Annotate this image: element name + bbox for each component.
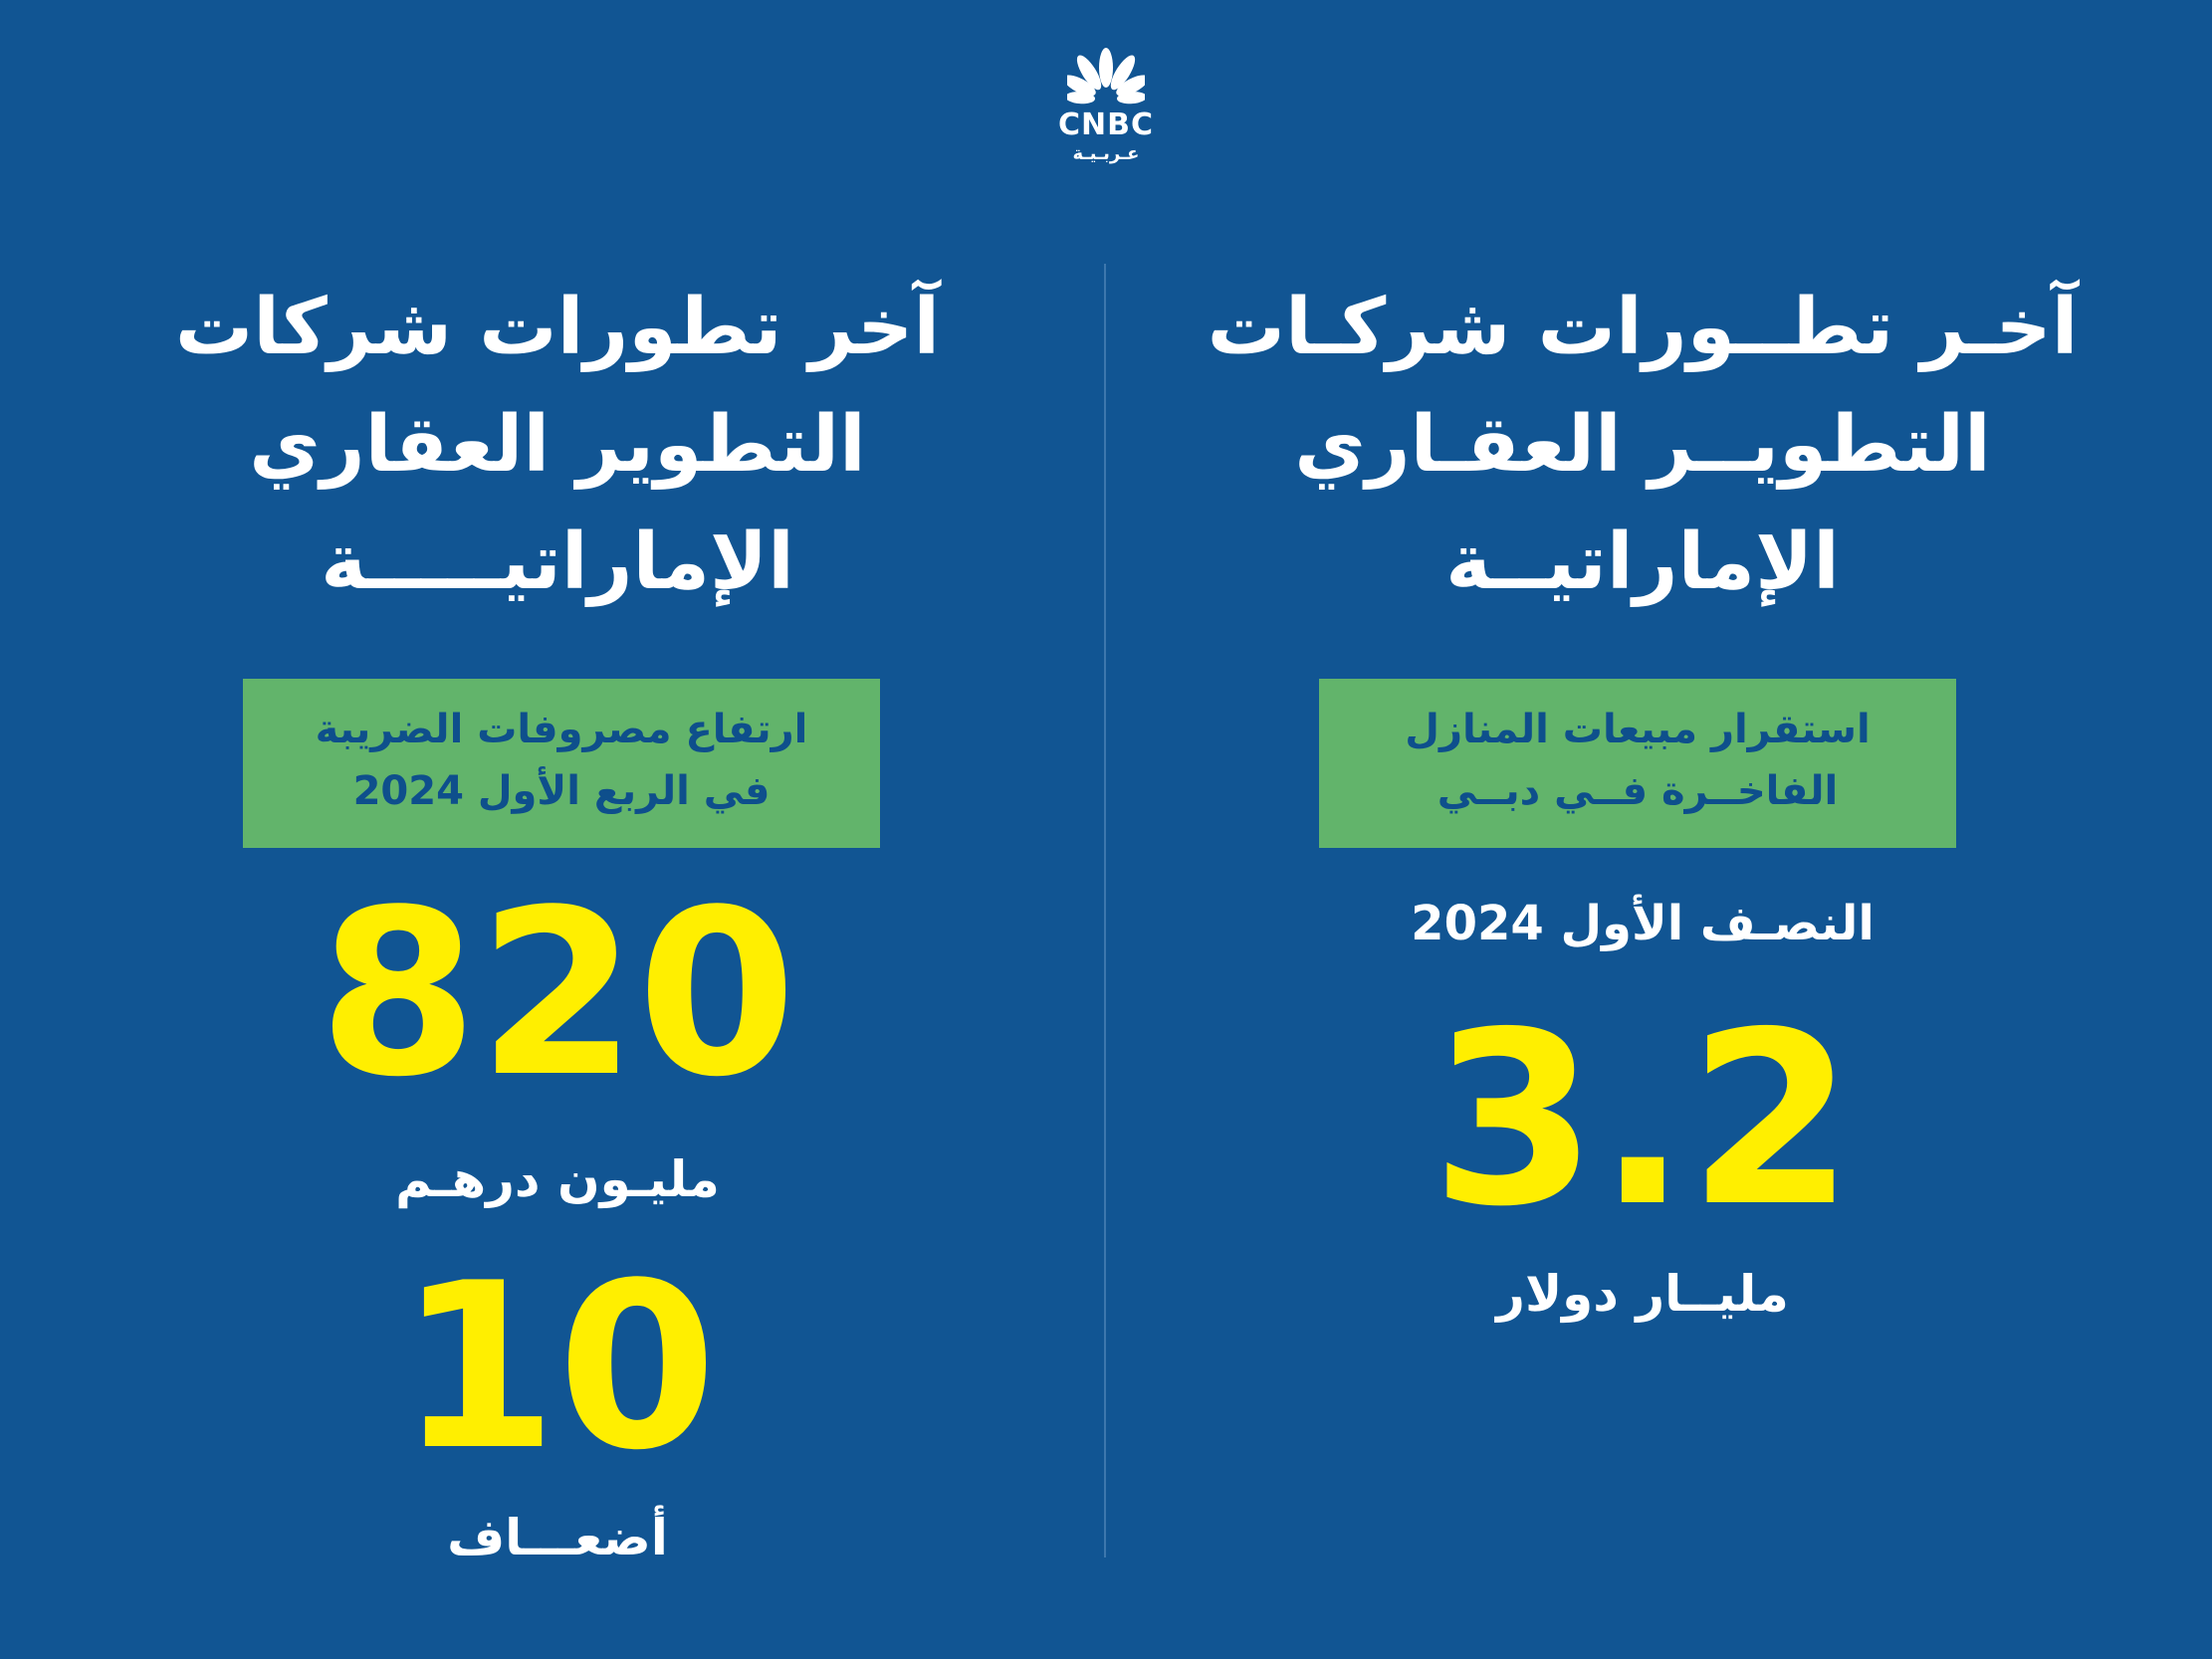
right-stat-value: 3.2: [1431, 980, 1855, 1259]
right-panel: آخـر تطــورات شركـات التطويــر العقـاري …: [1145, 0, 2140, 1659]
left-panel: آخر تطورات شركات التطوير العقاري الإمارا…: [60, 0, 1055, 1659]
left-badge-line-1: ارتفاع مصروفات الضريبة: [315, 707, 808, 752]
left-stat1-unit: مليـون درهـم: [395, 1150, 720, 1208]
left-stat2-value: 10: [397, 1235, 718, 1501]
right-badge: استقرار مبيعات المنازل الفاخــرة فــي دب…: [1319, 679, 1956, 848]
right-badge-line-1: استقرار مبيعات المنازل: [1405, 707, 1871, 752]
left-stat1-value: 820: [318, 862, 797, 1128]
right-period: النصـف الأول 2024: [1411, 896, 1875, 951]
right-title: آخـر تطــورات شركـات التطويــر العقـاري …: [1145, 269, 2140, 621]
logo-subtitle: عـربـيـة: [1072, 143, 1140, 164]
left-badge: ارتفاع مصروفات الضريبة في الربع الأول 20…: [243, 679, 880, 848]
left-title-line-2: التطوير العقاري: [249, 400, 866, 490]
peacock-icon: [1067, 48, 1145, 104]
left-title: آخر تطورات شركات التطوير العقاري الإمارا…: [60, 269, 1055, 621]
right-stat-unit: مليــار دولار: [1496, 1265, 1789, 1323]
logo-name: CNBC: [1057, 107, 1154, 142]
right-badge-line-2: الفاخــرة فــي دبــي: [1437, 768, 1839, 814]
left-badge-line-2: في الربع الأول 2024: [352, 768, 771, 814]
right-title-line-2: التطويــر العقـاري: [1294, 400, 1991, 490]
right-title-line-1: آخـر تطــورات شركـات: [1207, 283, 2079, 372]
left-title-line-3: الإماراتيـــــة: [321, 518, 794, 607]
left-title-line-1: آخر تطورات شركات: [174, 283, 941, 372]
cnbc-logo: CNBC عـربـيـة: [1041, 48, 1171, 167]
left-stat2-unit: أضعـــاف: [447, 1509, 668, 1566]
right-title-line-3: الإماراتيــة: [1445, 518, 1840, 607]
center-divider: [1104, 264, 1106, 1557]
